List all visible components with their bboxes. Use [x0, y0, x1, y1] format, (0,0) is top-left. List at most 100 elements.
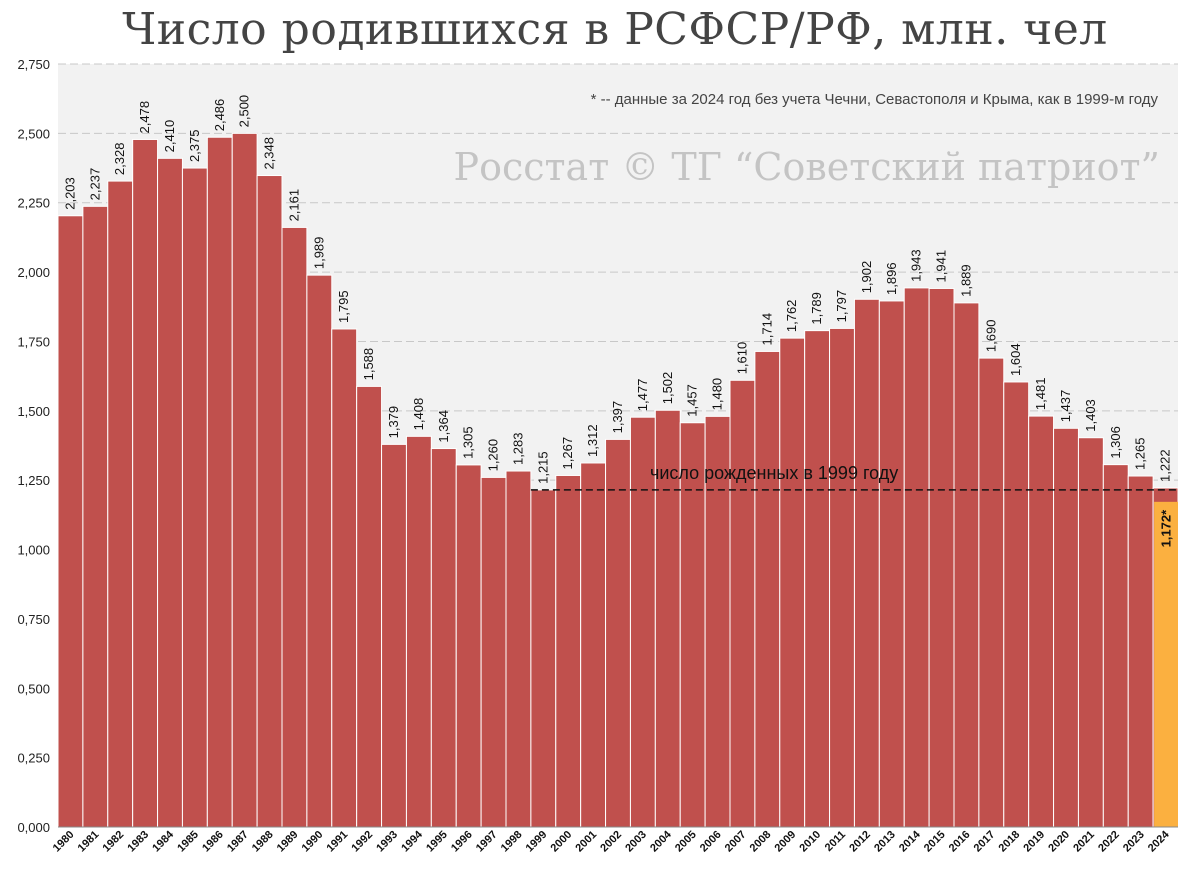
data-label: 1,222	[1158, 449, 1173, 482]
data-label: 1,604	[1008, 343, 1023, 376]
data-label: 1,481	[1033, 378, 1048, 411]
bar-2015	[928, 287, 955, 828]
data-label: 1,306	[1108, 426, 1123, 459]
x-tick-label: 1995	[424, 829, 450, 855]
bar-2000	[555, 474, 582, 828]
bar-2007	[729, 379, 756, 828]
y-tick-label: 1,000	[17, 543, 50, 558]
x-tick-label: 2002	[598, 829, 624, 855]
y-tick-label: 0,250	[17, 751, 50, 766]
bar-2021	[1077, 437, 1104, 828]
bar-1997	[480, 476, 507, 828]
data-label: 1,588	[361, 348, 376, 381]
bar-1981	[82, 205, 109, 828]
highlight-bar-2024	[1154, 501, 1178, 827]
bar-2011	[829, 327, 855, 828]
x-tick-label: 1992	[349, 829, 375, 855]
bar-2012	[853, 298, 880, 828]
x-tick-label: 2003	[623, 829, 649, 855]
x-tick-label: 1998	[499, 829, 525, 855]
y-tick-label: 1,500	[17, 404, 50, 419]
bar-1995	[430, 448, 457, 828]
data-label: 1,902	[859, 261, 874, 294]
bar-2016	[953, 302, 980, 828]
x-tick-label: 2015	[922, 829, 948, 855]
y-tick-label: 0,000	[17, 820, 50, 835]
x-tick-label: 1994	[399, 828, 425, 854]
data-label: 2,328	[112, 143, 127, 176]
data-label: 1,305	[461, 426, 476, 459]
bar-2020	[1053, 427, 1079, 828]
x-tick-label: 2020	[1046, 829, 1072, 855]
bar-1986	[206, 136, 233, 828]
x-tick-label: 2012	[847, 829, 873, 855]
data-label: 1,690	[983, 320, 998, 353]
bar-1983	[132, 138, 159, 828]
bar-2017	[978, 357, 1005, 828]
data-label: 1,789	[809, 292, 824, 325]
footnote: * -- данные за 2024 год без учета Чечни,…	[591, 91, 1159, 108]
x-tick-label: 2022	[1096, 829, 1122, 855]
bar-2013	[878, 300, 905, 828]
data-label: 1,477	[635, 379, 650, 412]
data-label: 1,457	[685, 384, 700, 417]
x-tick-label: 2013	[872, 829, 898, 855]
bar-1989	[281, 226, 308, 828]
x-tick-label: 1984	[150, 828, 176, 854]
data-label: 1,610	[734, 342, 749, 375]
x-tick-label: 2009	[773, 829, 799, 855]
x-tick-label: 2023	[1121, 829, 1147, 855]
bar-1996	[455, 464, 482, 828]
x-tick-label: 1996	[449, 829, 475, 855]
bar-1993	[381, 443, 407, 828]
data-label: 1,943	[909, 249, 924, 282]
data-label: 2,237	[87, 168, 102, 201]
y-tick-label: 2,500	[17, 126, 50, 141]
data-label: 2,500	[237, 95, 252, 128]
chart-title: Число родившихся в РСФСР/РФ, млн. чел	[122, 4, 1108, 55]
x-tick-label: 1986	[200, 829, 226, 855]
x-tick-label: 2000	[549, 829, 575, 855]
x-tick-label: 1983	[125, 829, 151, 855]
x-tick-label: 2005	[673, 829, 699, 855]
reference-line-label: число рожденных в 1999 году	[650, 463, 898, 483]
x-tick-label: 1999	[524, 829, 550, 855]
data-label: 1,896	[884, 262, 899, 295]
x-tick-label: 1988	[250, 829, 276, 855]
bar-2005	[679, 422, 706, 828]
data-label: 1,364	[436, 410, 451, 443]
data-label: 1,989	[311, 237, 326, 270]
bar-1988	[256, 175, 283, 828]
x-tick-label: 1991	[325, 829, 351, 855]
bar-2023	[1127, 475, 1154, 828]
bar-1998	[505, 470, 532, 828]
x-tick-label: 2006	[698, 829, 724, 855]
data-label: 2,375	[187, 129, 202, 162]
bar-2022	[1102, 464, 1129, 828]
bar-1992	[356, 385, 383, 828]
data-label: 1,795	[336, 290, 351, 323]
x-tick-label: 1997	[474, 829, 500, 855]
bar-1980	[57, 215, 84, 828]
x-axis-labels: 1980 1981 1982 1983 1984 1985 1986 1987 1988 1989…	[51, 828, 1173, 854]
bar-2018	[1003, 381, 1030, 828]
bar-2001	[580, 462, 607, 828]
data-label: 1,283	[510, 432, 525, 465]
y-tick-label: 0,500	[17, 681, 50, 696]
x-tick-label: 2018	[997, 829, 1023, 855]
highlight-label: 1,172*	[1159, 509, 1174, 548]
y-tick-label: 2,250	[17, 196, 50, 211]
bar-2019	[1028, 415, 1055, 828]
data-labels: 2,203 2,237 2,328 2,478 2,410 2,375 2,486 2,500…	[62, 95, 1173, 548]
data-label: 1,502	[660, 372, 675, 405]
data-label: 1,215	[535, 451, 550, 484]
bar-2014	[903, 287, 930, 828]
x-tick-label: 1981	[76, 829, 102, 855]
x-tick-label: 2019	[1021, 829, 1047, 855]
watermark: Росстат © ТГ “Советский патриот”	[454, 145, 1161, 189]
x-tick-label: 2011	[823, 829, 848, 854]
data-label: 1,941	[934, 250, 949, 283]
bar-1985	[181, 167, 208, 828]
x-tick-label: 2021	[1071, 829, 1097, 855]
